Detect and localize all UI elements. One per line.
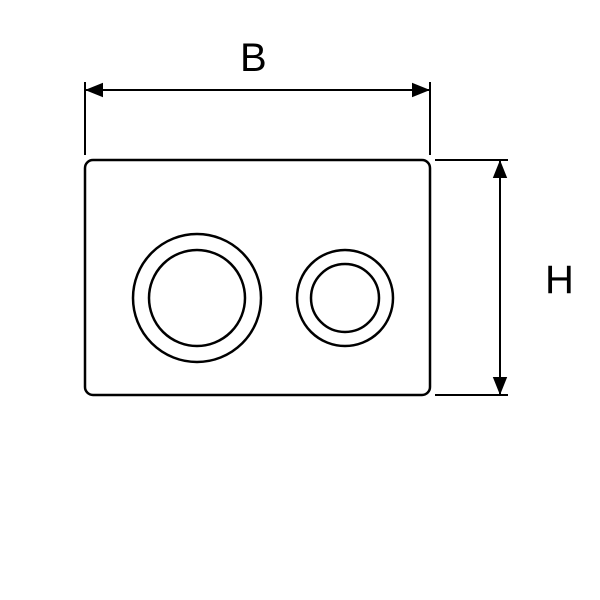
- diagram-canvas: B H: [0, 0, 600, 600]
- big-button-inner: [149, 250, 245, 346]
- dim-h-arrow-top: [493, 160, 507, 178]
- dim-h-arrow-bottom: [493, 377, 507, 395]
- big-button-outer: [133, 234, 261, 362]
- dim-b-arrow-left: [85, 83, 103, 97]
- dim-b-label: B: [240, 36, 267, 81]
- dim-h-label: H: [545, 258, 574, 303]
- drawing-svg: [0, 0, 600, 600]
- dim-b-arrow-right: [412, 83, 430, 97]
- small-button-inner: [311, 264, 379, 332]
